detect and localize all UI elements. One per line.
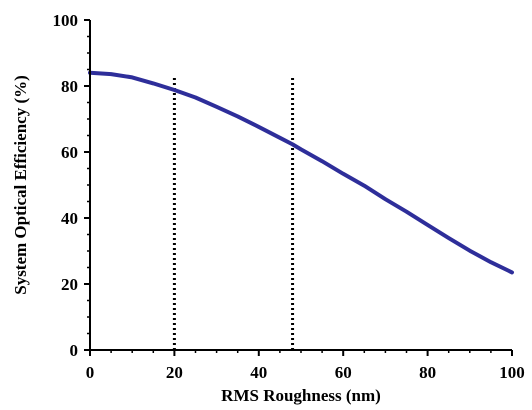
ticks: 0 20 40 60 80 100 0 20 40 60 80 100 <box>53 11 525 382</box>
series-line <box>88 70 514 275</box>
x-tick-label: 0 <box>86 363 95 382</box>
y-tick-label: 20 <box>61 275 78 294</box>
y-tick-label: 60 <box>61 143 78 162</box>
x-axis-title: RMS Roughness (nm) <box>221 386 381 405</box>
reference-lines <box>172 76 295 350</box>
y-tick-label: 100 <box>53 11 79 30</box>
x-tick-label: 40 <box>250 363 267 382</box>
y-axis-title: System Optical Efficiency (%) <box>11 75 30 295</box>
axes <box>89 20 512 351</box>
x-tick-label: 60 <box>335 363 352 382</box>
x-tick-label: 80 <box>419 363 436 382</box>
series-layer <box>88 70 514 275</box>
y-tick-label: 80 <box>61 77 78 96</box>
x-tick-label: 100 <box>499 363 525 382</box>
y-tick-label: 0 <box>70 341 79 360</box>
y-tick-label: 40 <box>61 209 78 228</box>
x-tick-label: 20 <box>166 363 183 382</box>
